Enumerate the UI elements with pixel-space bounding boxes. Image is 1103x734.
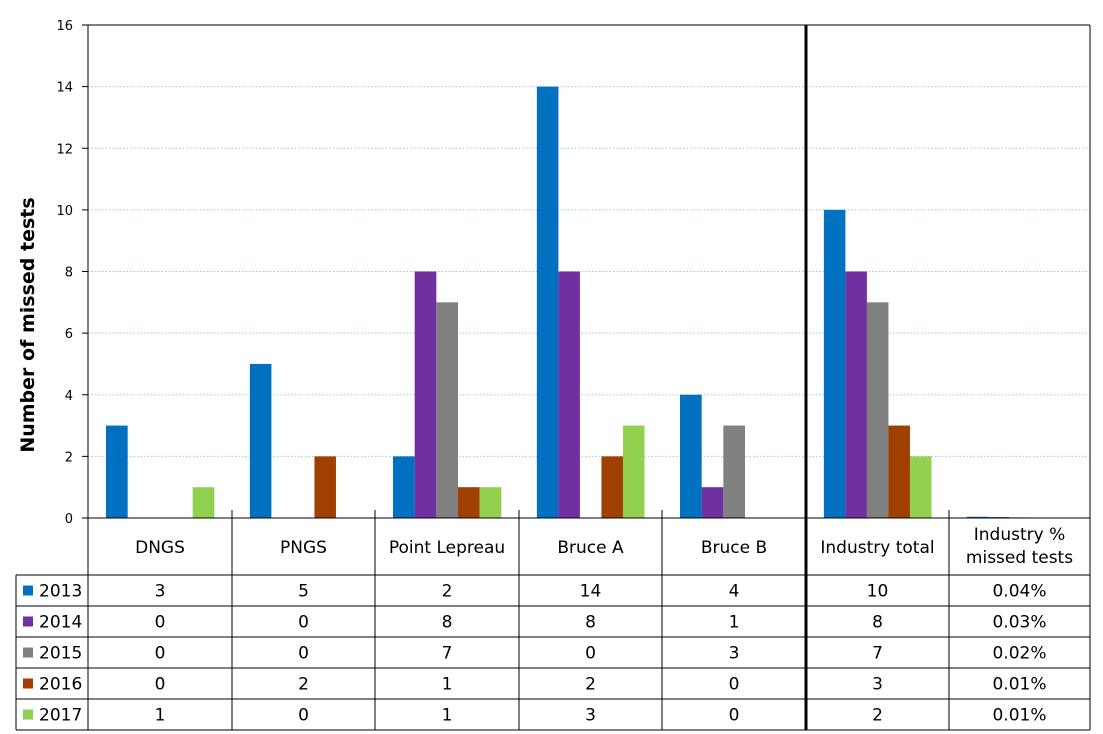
table-cell: 2: [872, 706, 883, 726]
table-cell: 0: [729, 706, 740, 726]
data-table: DNGS PNGS Point Lepreau Bruce A Bruce B Indus…: [15, 25, 1091, 731]
category-label: PNGS: [280, 538, 327, 558]
table-cell: 3: [872, 675, 883, 695]
bar-2014-2: [414, 271, 437, 518]
y-tick-label: 12: [56, 142, 73, 157]
category-label: Bruce A: [557, 538, 624, 558]
table-cell: 7: [872, 644, 883, 664]
table-cell: 8: [872, 613, 883, 633]
table-cell: 0.01%: [992, 706, 1046, 726]
table-cell: 0.02%: [992, 644, 1046, 664]
y-tick-label: 6: [65, 327, 73, 342]
bar-2014-5: [845, 271, 867, 518]
bar-2016-2: [458, 487, 480, 518]
bar-2013-2: [393, 456, 415, 518]
bar-2017-2: [479, 487, 502, 518]
table-cell: 2: [442, 582, 453, 602]
category-label: Bruce B: [701, 538, 767, 558]
bars: [106, 86, 1073, 518]
table-cell: 0: [155, 613, 166, 633]
category-label: Industry %: [974, 525, 1065, 545]
legend-label: 2016: [39, 675, 82, 695]
table-cell: 2: [585, 675, 596, 695]
table-cell: 0: [155, 644, 166, 664]
bar-2013-1: [249, 363, 272, 518]
y-tick-label: 14: [56, 81, 73, 96]
legend-swatch-2017: [23, 709, 33, 720]
legend-label: 2013: [39, 582, 82, 602]
table-cell: 0.04%: [992, 582, 1046, 602]
y-axis-label: Number of missed tests: [17, 197, 39, 452]
table-cell: 14: [580, 582, 602, 602]
legend-swatch-2016: [23, 678, 33, 689]
bar-2014-4: [701, 487, 724, 518]
gridlines: [88, 24, 1090, 457]
category-label: missed tests: [966, 548, 1073, 568]
y-tick-label: 2: [65, 450, 73, 465]
table-cell: 0: [155, 675, 166, 695]
bar-2016-1: [314, 456, 336, 518]
table-cell: 1: [442, 675, 453, 695]
legend-label: 2014: [39, 613, 82, 633]
legend-swatch-2014: [23, 616, 33, 627]
table-cell: 10: [867, 582, 889, 602]
bar-2013-0: [106, 425, 128, 518]
bar-2017-0: [192, 487, 215, 518]
bar-2015-5: [866, 302, 889, 518]
bar-2014-3: [558, 271, 580, 518]
bar-2016-3: [601, 456, 623, 518]
table-cell: 4: [729, 582, 740, 602]
table-cell: 3: [729, 644, 740, 664]
table-cell: 3: [155, 582, 166, 602]
category-label: Industry total: [820, 538, 934, 558]
y-tick-label: 4: [65, 389, 73, 404]
category-label: Point Lepreau: [389, 538, 505, 558]
y-tick-label: 10: [56, 204, 73, 219]
legend-label: 2015: [39, 644, 82, 664]
table-cell: 0: [298, 644, 309, 664]
y-tick-label: 8: [65, 266, 73, 281]
legend-label: 2017: [39, 706, 82, 726]
table-cell: 1: [442, 706, 453, 726]
bar-2013-6: [966, 516, 988, 518]
table-cell: 8: [585, 613, 596, 633]
table-cell: 5: [298, 582, 309, 602]
category-label: DNGS: [135, 538, 185, 558]
table-cell: 0.01%: [992, 675, 1046, 695]
bar-2013-5: [823, 209, 846, 518]
bar-2015-2: [436, 302, 459, 518]
table-cell: 2: [298, 675, 309, 695]
y-tick-label: 16: [56, 19, 73, 34]
table-cell: 1: [155, 706, 166, 726]
bar-2017-3: [622, 425, 645, 518]
axes: 0 2 4 6 8 10 12 14 16: [56, 19, 1091, 527]
table-cell: 3: [585, 706, 596, 726]
bar-2013-3: [536, 86, 559, 518]
legend-swatch-2015: [23, 647, 33, 658]
table-cell: 0: [585, 644, 596, 664]
table-cell: 0: [298, 706, 309, 726]
legend-swatch-2013: [23, 585, 33, 596]
table-cell: 0.03%: [992, 613, 1046, 633]
bar-2016-5: [888, 425, 910, 518]
table-cell: 0: [298, 613, 309, 633]
table-cell: 0: [729, 675, 740, 695]
bar-2013-4: [680, 394, 702, 518]
table-cell: 7: [442, 644, 453, 664]
table-cell: 8: [442, 613, 453, 633]
bar-2017-5: [909, 456, 932, 518]
y-tick-label: 0: [65, 512, 73, 527]
table-cell: 1: [729, 613, 740, 633]
bar-2015-4: [723, 425, 746, 518]
